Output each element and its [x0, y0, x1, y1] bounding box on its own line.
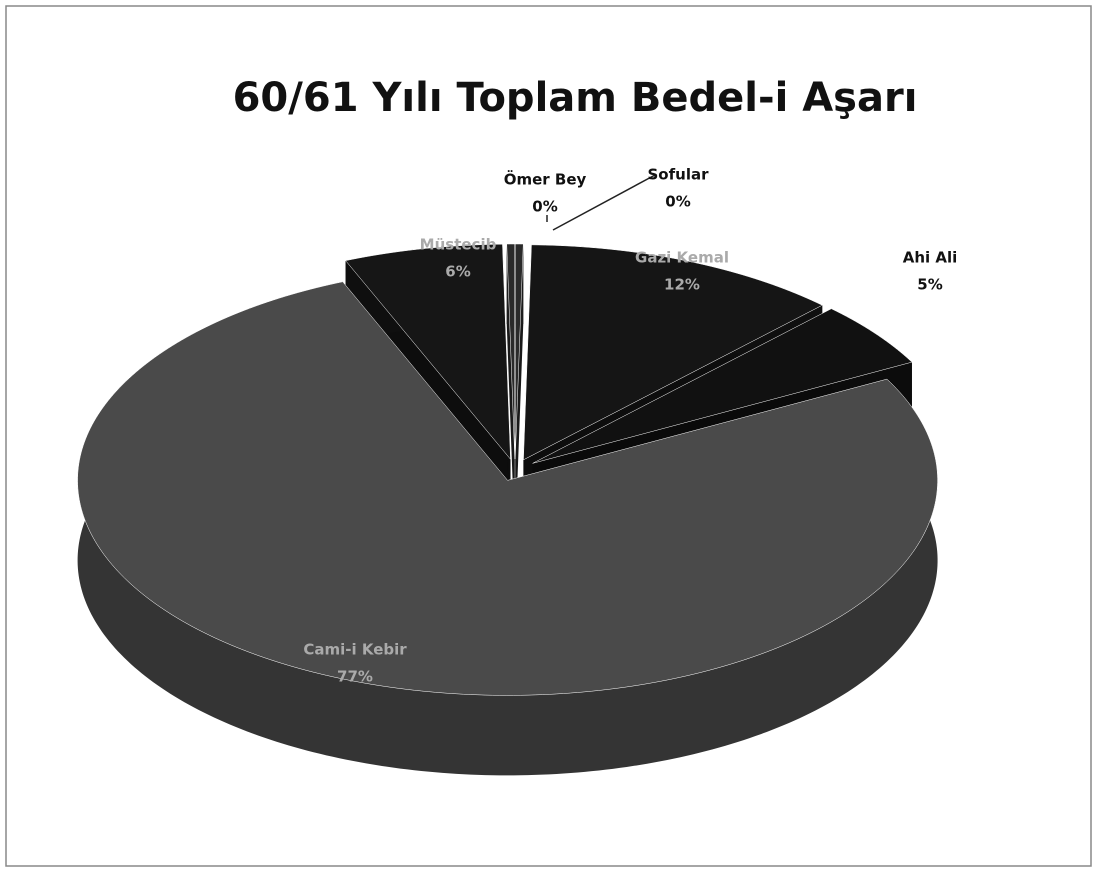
pie-slice [77, 281, 938, 776]
chart-title: 60/61 Yılı Toplam Bedel-i Aşarı [233, 75, 918, 121]
slice-value-label: 0% [665, 193, 690, 211]
slice-value-label: 0% [532, 198, 557, 216]
slice-label: Müstecib [420, 236, 497, 254]
slice-value-label: 77% [337, 668, 373, 686]
slice-value-label: 5% [917, 276, 942, 294]
slice-label: Cami-i Kebir [303, 641, 407, 659]
pie-slice [514, 243, 524, 540]
labels: Sofular 0% Gazi Kemal 12% Ahi Ali 5% Cami-i Ke… [303, 166, 957, 686]
slice-top [77, 281, 938, 696]
pie-slice [506, 243, 516, 540]
slice-value-label: 6% [445, 263, 470, 281]
slice-label: Gazi Kemal [635, 249, 729, 267]
slice-top [506, 243, 516, 460]
slice-top [514, 243, 524, 460]
pie [77, 243, 938, 776]
slice-label: Ömer Bey [504, 170, 587, 189]
slice-label: Sofular [648, 166, 710, 184]
leader-line [552, 174, 656, 231]
slice-value-label: 12% [664, 276, 700, 294]
slice-top [523, 244, 823, 461]
slice-top [345, 244, 511, 460]
slice-label: Ahi Ali [903, 249, 958, 267]
slice-top [532, 308, 913, 464]
